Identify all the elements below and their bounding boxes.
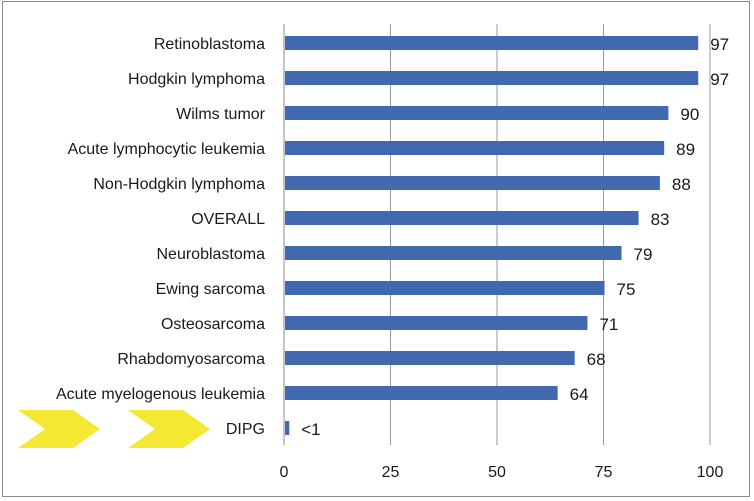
value-label-dipg: <1 [301,420,320,439]
value-label-neuroblastoma: 79 [634,245,653,264]
value-label-hodgkin-lymphoma: 97 [710,70,729,89]
bar-rhabdomyosarcoma [285,351,575,365]
x-tick-label-0: 0 [280,464,289,481]
category-label-rhabdomyosarcoma: Rhabdomyosarcoma [117,351,265,368]
value-label-acute-lymphocytic-leukemia: 89 [676,140,695,159]
category-label-acute-lymphocytic-leukemia: Acute lymphocytic leukemia [68,141,266,158]
category-label-retinoblastoma: Retinoblastoma [154,36,265,53]
category-label-ewing-sarcoma: Ewing sarcoma [156,281,265,298]
x-tick-label-25: 25 [382,464,400,481]
value-label-osteosarcoma: 71 [599,315,618,334]
category-label-overall: OVERALL [191,211,265,228]
annotation-arrow-1 [18,410,100,448]
category-label-non-hodgkin-lymphoma: Non-Hodgkin lymphoma [93,176,265,193]
value-label-overall: 83 [651,210,670,229]
value-label-retinoblastoma: 97 [710,35,729,54]
value-label-rhabdomyosarcoma: 68 [587,350,606,369]
x-tick-label-50: 50 [488,464,506,481]
category-label-osteosarcoma: Osteosarcoma [161,316,265,333]
value-label-wilms-tumor: 90 [680,105,699,124]
bar-acute-lymphocytic-leukemia [285,141,665,155]
annotation-arrow-2 [128,410,210,448]
x-tick-label-75: 75 [595,464,613,481]
category-label-dipg: DIPG [226,421,265,438]
bar-wilms-tumor [285,106,669,120]
bar-non-hodgkin-lymphoma [285,176,660,190]
bar-osteosarcoma [285,316,588,330]
category-label-acute-myelogenous-leukemia: Acute myelogenous leukemia [56,386,265,403]
bar-retinoblastoma [285,36,699,50]
bar-overall [285,211,639,225]
value-label-ewing-sarcoma: 75 [617,280,636,299]
value-label-acute-myelogenous-leukemia: 64 [570,385,589,404]
category-label-hodgkin-lymphoma: Hodgkin lymphoma [128,71,265,88]
x-tick-label-100: 100 [697,464,724,481]
bar-ewing-sarcoma [285,281,605,295]
category-label-neuroblastoma: Neuroblastoma [157,246,266,263]
bar-acute-myelogenous-leukemia [285,386,558,400]
category-label-wilms-tumor: Wilms tumor [176,106,266,123]
bar-neuroblastoma [285,246,622,260]
bar-dipg [285,421,290,435]
bar-hodgkin-lymphoma [285,71,699,85]
value-label-non-hodgkin-lymphoma: 88 [672,175,691,194]
